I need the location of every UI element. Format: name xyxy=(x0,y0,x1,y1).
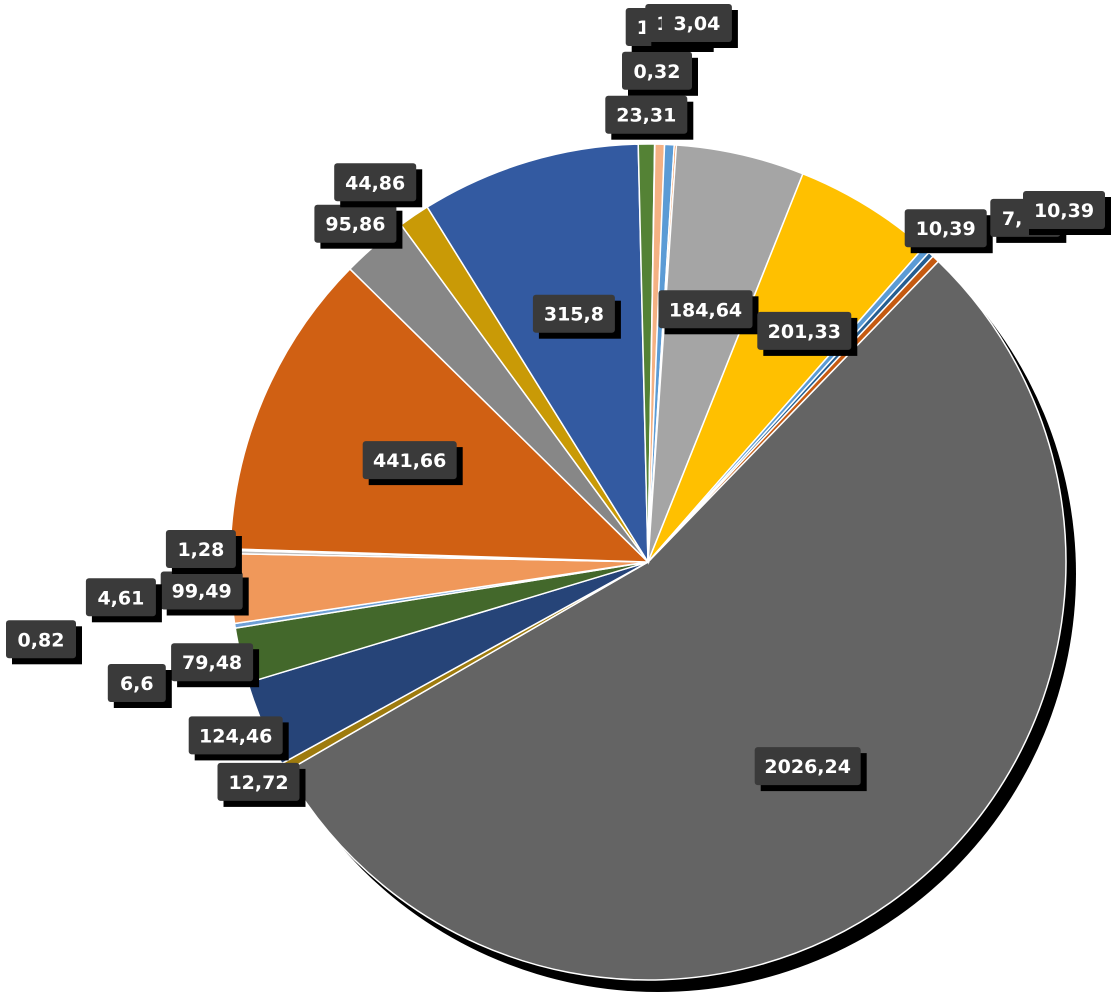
data-label: 10,39 xyxy=(904,209,993,254)
data-label-box xyxy=(188,716,283,755)
data-label-box xyxy=(532,294,615,333)
data-label-text: 44,86 xyxy=(345,172,405,194)
data-label-box xyxy=(622,51,692,90)
data-label-text: 441,66 xyxy=(373,450,446,472)
data-label: 44,86 xyxy=(334,163,423,208)
data-label-text: 79,48 xyxy=(182,652,242,674)
data-label: 441,66 xyxy=(362,441,463,486)
data-label-box xyxy=(904,209,987,248)
pie-slice xyxy=(647,255,940,563)
data-label-box xyxy=(171,643,254,682)
data-label: 79,48 xyxy=(171,643,260,688)
data-label-box xyxy=(757,311,852,350)
data-label-text: 1,28 xyxy=(177,539,224,561)
data-label-box xyxy=(107,664,166,702)
pie-slice xyxy=(285,260,1067,981)
data-label: 95,86 xyxy=(314,204,403,249)
data-label: 4,61 xyxy=(85,578,162,623)
data-label: 3,04 xyxy=(661,4,738,48)
data-label: 0,82 xyxy=(6,620,82,665)
pie-slice xyxy=(426,143,649,565)
pie-slices xyxy=(229,143,1067,981)
data-label: 12,72 xyxy=(217,762,306,807)
data-label-box xyxy=(160,571,243,610)
data-label: 99,49 xyxy=(160,571,249,616)
data-label-box xyxy=(314,204,397,243)
data-label-text: 99,49 xyxy=(172,581,232,603)
data-label-text: 124,46 xyxy=(199,725,272,747)
data-label-text: 12,72 xyxy=(228,772,288,794)
data-label-text: 315,8 xyxy=(544,304,604,326)
data-label: 10,39 xyxy=(1023,191,1111,235)
data-label-text: 201,33 xyxy=(768,321,841,343)
data-labels: 2026,24 12,72 124,46 79,48 6,6 99,49 4,61 1,28 0… xyxy=(6,4,1111,807)
data-label-box xyxy=(6,620,76,659)
data-label-text: 10,39 xyxy=(1034,200,1094,222)
pie-slice xyxy=(229,267,650,563)
data-label-box xyxy=(658,290,753,329)
data-label: 0,32 xyxy=(622,51,698,96)
data-label-box xyxy=(605,95,688,134)
data-label: 1,28 xyxy=(165,530,242,574)
data-label-box xyxy=(165,530,236,568)
data-label-text: 3,04 xyxy=(673,13,720,35)
data-label-text: 184,64 xyxy=(669,299,742,321)
data-label-text: 0,82 xyxy=(18,629,65,651)
data-label-text: 6,6 xyxy=(120,673,154,695)
data-label-box xyxy=(334,163,417,202)
data-label: 315,8 xyxy=(532,294,621,339)
data-label-text: 10,39 xyxy=(916,218,976,240)
data-label-text: 95,86 xyxy=(325,214,385,236)
data-label-box xyxy=(85,578,156,617)
data-label-box xyxy=(362,441,457,480)
data-label-box xyxy=(1023,191,1105,229)
data-label-box xyxy=(754,747,861,786)
data-label-text: 0,32 xyxy=(634,61,681,83)
data-label-text: 2026,24 xyxy=(764,756,851,778)
data-label: 124,46 xyxy=(188,716,289,761)
data-label: 6,6 xyxy=(107,664,172,708)
data-label: 23,31 xyxy=(605,95,694,140)
data-label-text: 23,31 xyxy=(616,105,676,127)
data-label-text: 4,61 xyxy=(97,587,144,609)
data-label-box xyxy=(661,4,732,42)
data-label-box xyxy=(217,762,300,801)
data-label: 184,64 xyxy=(658,290,759,335)
data-label: 201,33 xyxy=(757,311,858,356)
data-label: 2026,24 xyxy=(754,747,867,792)
